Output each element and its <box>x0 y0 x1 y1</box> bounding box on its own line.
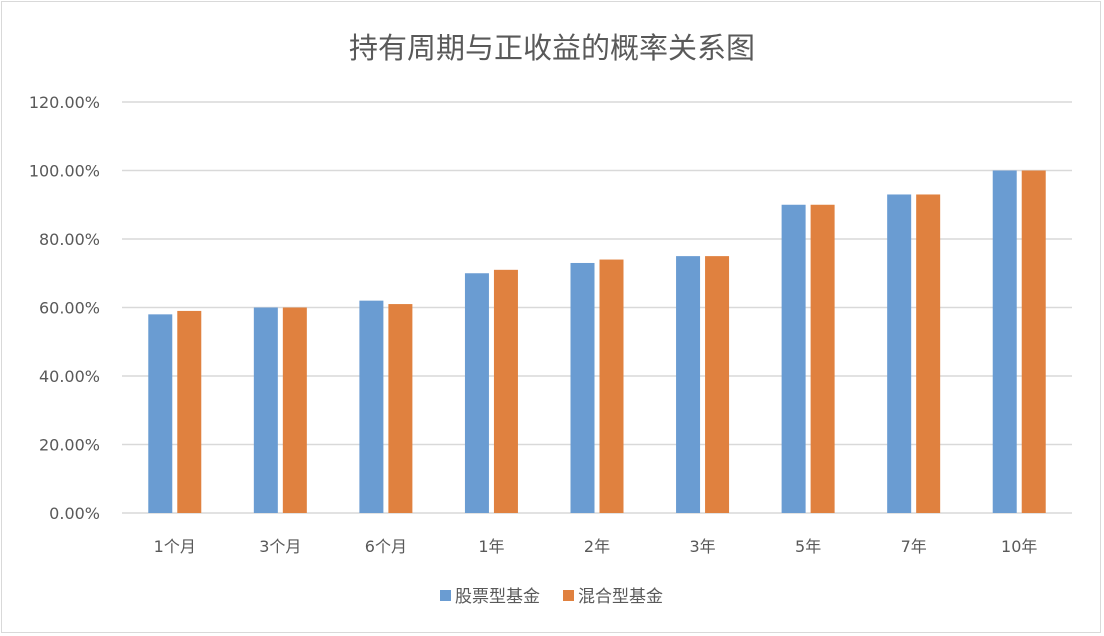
y-tick-label: 80.00% <box>39 230 100 249</box>
bar-混合型基金-6个月 <box>388 304 413 513</box>
y-tick-label: 40.00% <box>39 367 100 386</box>
bar-股票型基金-5年 <box>781 204 806 513</box>
x-tick-label: 6个月 <box>365 537 407 556</box>
bar-混合型基金-7年 <box>916 194 941 513</box>
x-tick-label: 3年 <box>689 537 715 556</box>
x-tick-label: 1年 <box>478 537 504 556</box>
x-tick-label: 1个月 <box>154 537 196 556</box>
y-tick-label: 100.00% <box>29 162 100 181</box>
y-tick-label: 0.00% <box>49 504 100 523</box>
legend-swatch <box>563 590 574 601</box>
x-tick-label: 7年 <box>901 537 927 556</box>
bar-股票型基金-3年 <box>676 256 701 513</box>
bar-混合型基金-3个月 <box>282 307 307 513</box>
bar-股票型基金-1年 <box>464 273 489 513</box>
bar-混合型基金-1个月 <box>177 310 202 513</box>
bar-混合型基金-5年 <box>810 204 835 513</box>
y-tick-label: 20.00% <box>39 436 100 455</box>
x-tick-label: 3个月 <box>259 537 301 556</box>
x-tick-label: 5年 <box>795 537 821 556</box>
legend-swatch <box>440 590 451 601</box>
bar-混合型基金-3年 <box>705 256 730 513</box>
y-tick-label: 120.00% <box>29 93 100 112</box>
bar-股票型基金-3个月 <box>253 307 278 513</box>
bar-混合型基金-10年 <box>1021 170 1046 513</box>
y-tick-label: 60.00% <box>39 299 100 318</box>
bar-混合型基金-1年 <box>493 269 518 513</box>
x-tick-label: 2年 <box>584 537 610 556</box>
x-tick-label: 10年 <box>1001 537 1037 556</box>
bar-股票型基金-1个月 <box>148 314 173 513</box>
bar-股票型基金-10年 <box>992 170 1017 513</box>
bar-股票型基金-7年 <box>887 194 912 513</box>
bar-股票型基金-6个月 <box>359 300 384 513</box>
bar-股票型基金-2年 <box>570 262 595 513</box>
legend-label: 股票型基金 <box>455 587 540 607</box>
bar-混合型基金-2年 <box>599 259 624 513</box>
legend-label: 混合型基金 <box>578 587 663 607</box>
chart-title: 持有周期与正收益的概率关系图 <box>349 31 755 65</box>
